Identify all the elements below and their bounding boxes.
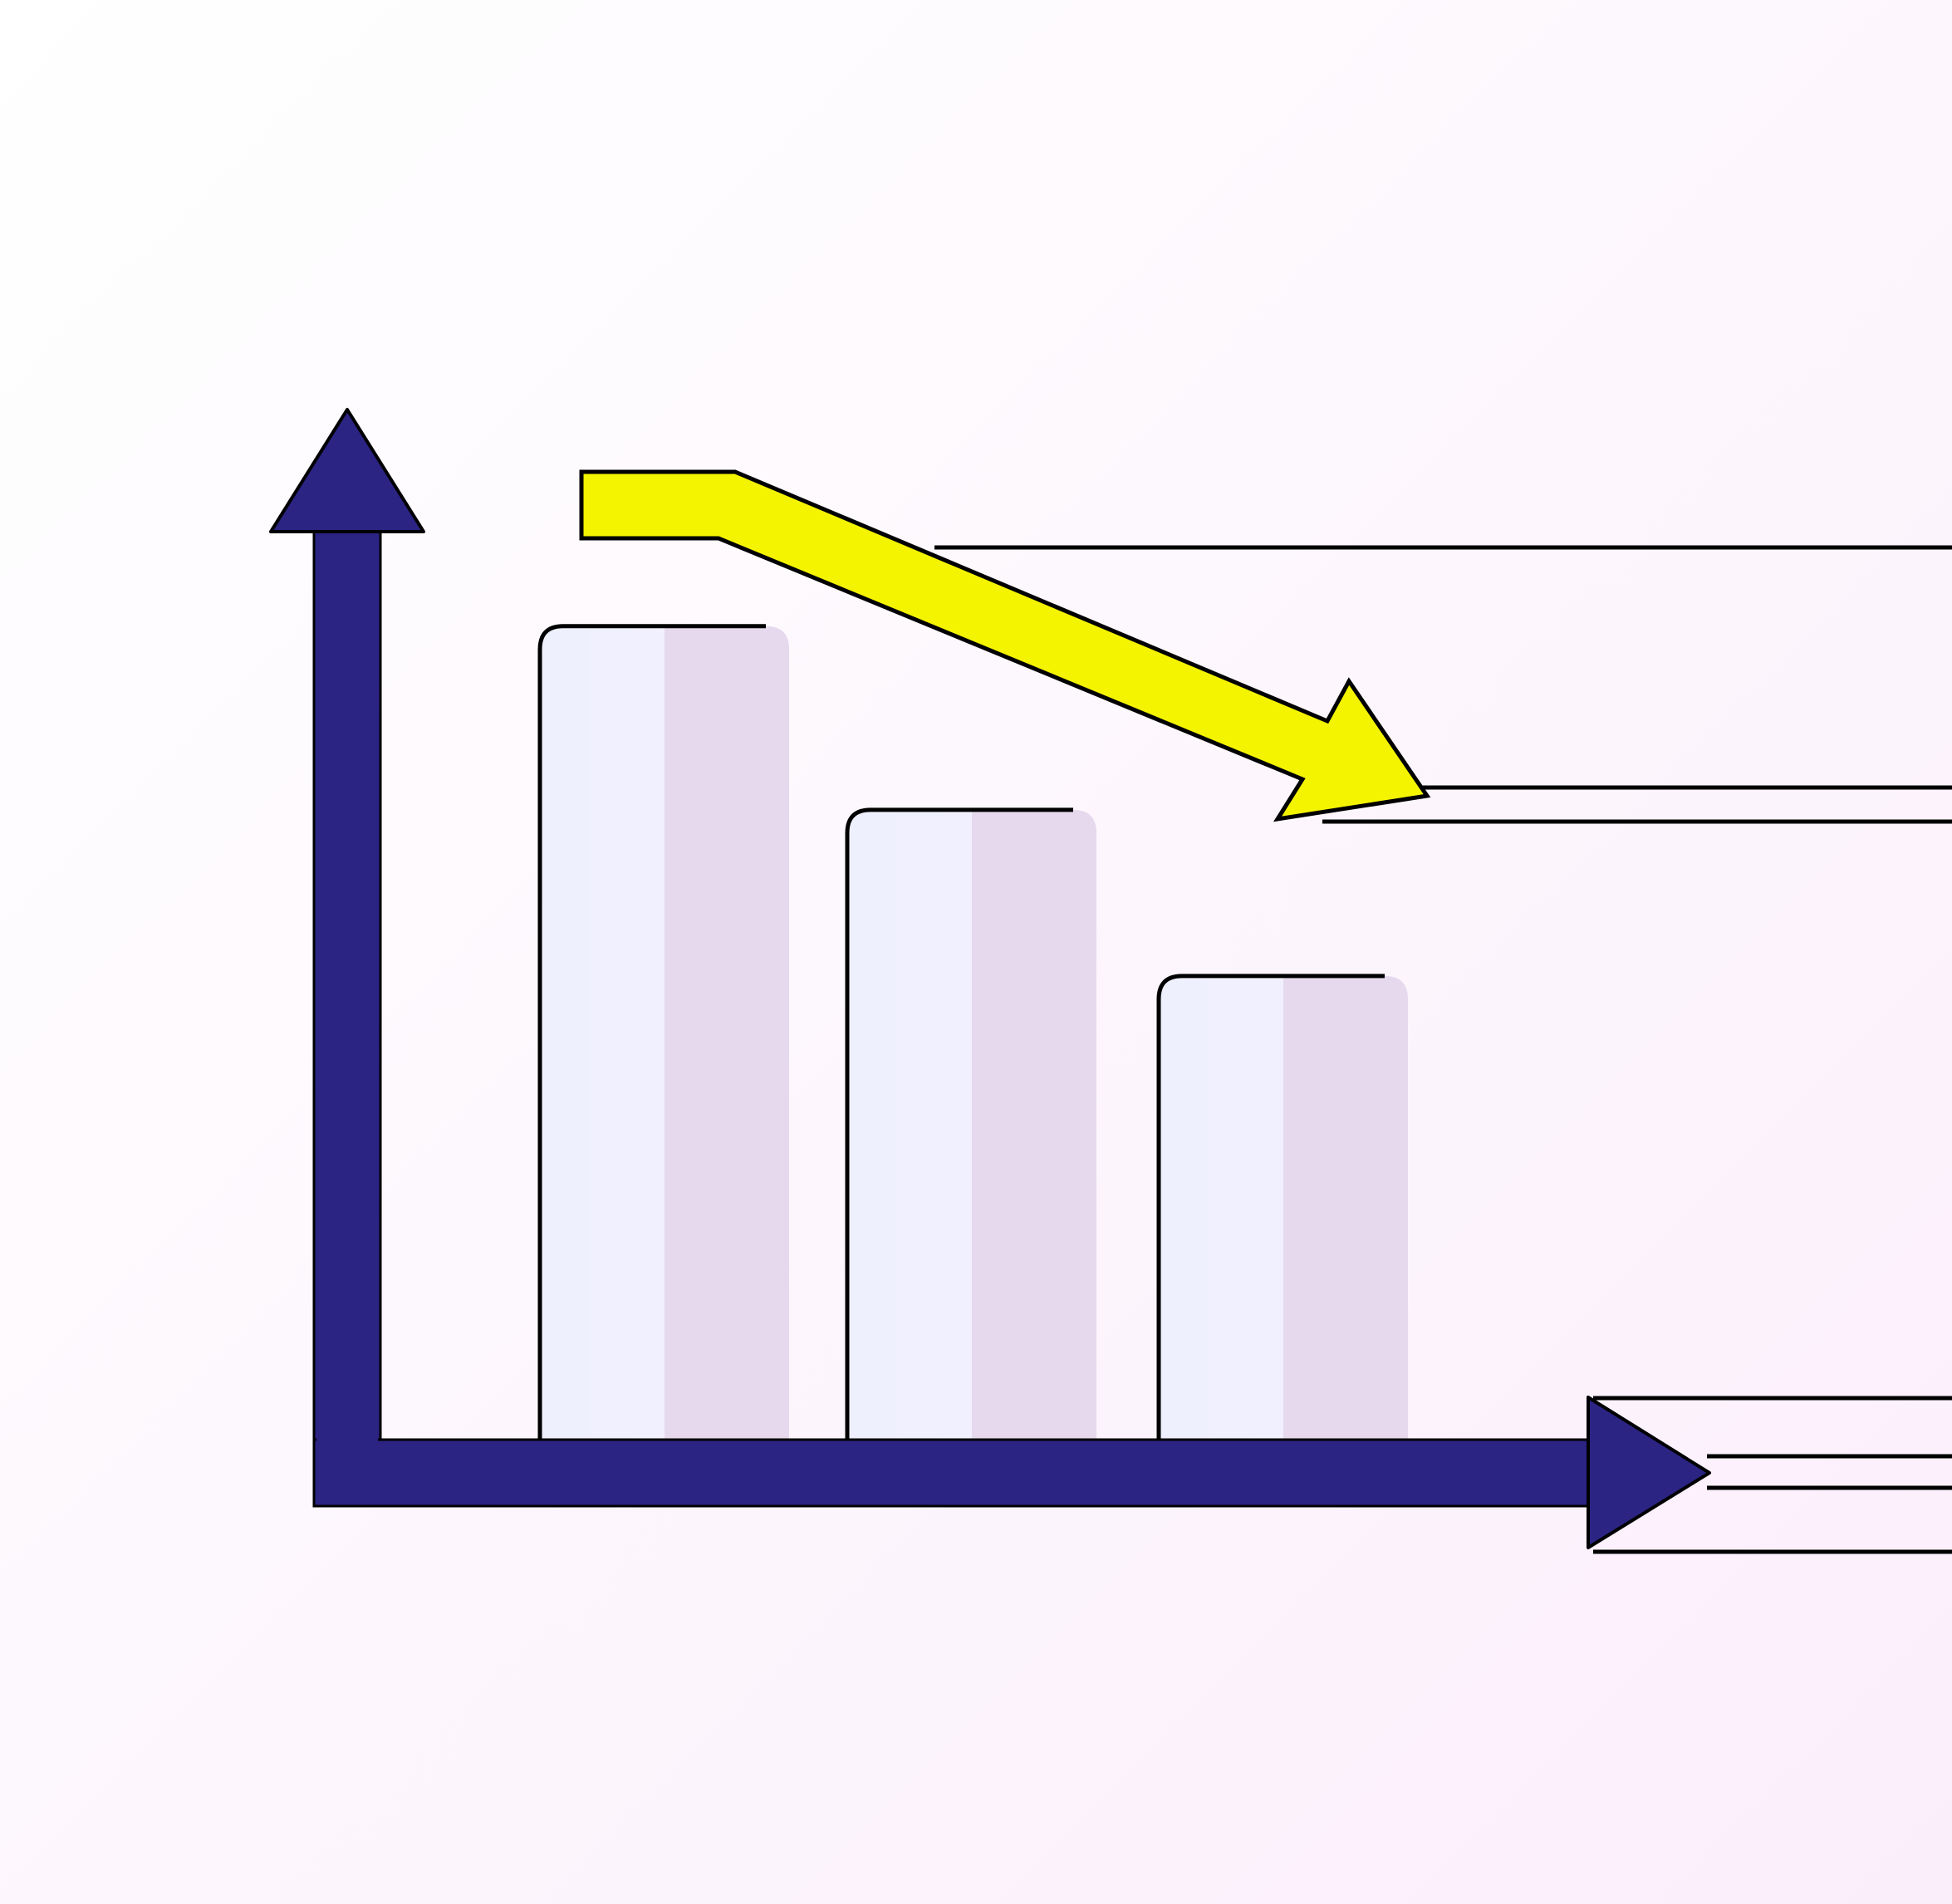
x-axis-arrowhead	[1587, 1396, 1711, 1549]
trend-arrow-group	[579, 469, 1431, 822]
y-axis-arrowhead	[269, 408, 425, 533]
axes-group	[269, 408, 1711, 1549]
bar-shade	[665, 626, 789, 1440]
bar-2	[845, 807, 1096, 1440]
bar-outline	[845, 807, 1073, 1440]
x-axis-shaft	[312, 1438, 1595, 1508]
bar-shade	[972, 809, 1096, 1440]
axis-corner	[316, 1437, 378, 1504]
bar-shade	[1283, 975, 1408, 1440]
bar-outline	[1156, 974, 1385, 1440]
bar-outline	[537, 624, 766, 1440]
trend-arrow	[579, 469, 1431, 822]
decor-lines-group	[934, 545, 1952, 1554]
bars-group	[537, 624, 1408, 1440]
y-axis-shaft	[312, 530, 382, 1508]
bar-1	[537, 624, 789, 1440]
bar-3	[1156, 974, 1408, 1440]
